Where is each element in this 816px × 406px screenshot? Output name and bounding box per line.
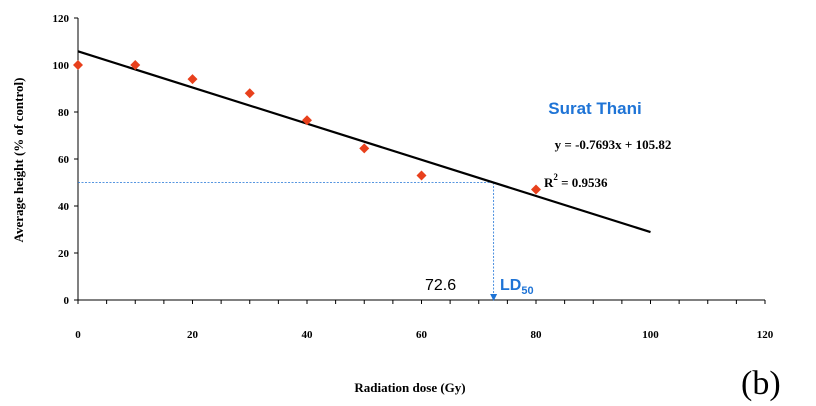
r-squared-superscript: 2 — [553, 172, 558, 182]
x-tick-label: 60 — [416, 329, 428, 341]
data-point — [531, 184, 541, 195]
ld50-arrowhead — [490, 294, 498, 301]
regression-line — [77, 50, 651, 234]
x-tick-label: 80 — [531, 329, 543, 341]
ld50-label-subscript: 50 — [521, 285, 533, 297]
y-tick-label: 100 — [53, 60, 70, 72]
x-tick-label: 40 — [302, 329, 314, 341]
data-point — [187, 74, 198, 85]
data-point — [359, 143, 370, 154]
ld50-guides — [78, 182, 498, 301]
y-axis-title: Average height (% of control) — [11, 78, 26, 243]
y-tick-label: 120 — [53, 13, 70, 25]
trendline-group — [77, 50, 651, 234]
x-tick-label: 120 — [757, 329, 774, 341]
data-point — [73, 60, 83, 70]
x-tick-label: 20 — [187, 329, 199, 341]
series-name: Surat Thani — [548, 99, 642, 118]
r-squared-value: = 0.9536 — [558, 175, 608, 190]
ld50-label: LD50 — [500, 277, 534, 297]
data-point — [244, 88, 255, 99]
data-point — [130, 60, 141, 70]
ticks-group: 0 20 40 60 80 100 120 0 20 40 60 80 100 120 — [53, 13, 774, 341]
data-points — [73, 60, 541, 195]
r-squared-label: R — [544, 175, 554, 190]
ld50-value: 72.6 — [425, 277, 456, 294]
y-tick-label: 20 — [58, 248, 70, 260]
data-point — [416, 170, 427, 181]
x-axis-title: Radiation dose (Gy) — [354, 380, 465, 395]
x-tick-label: 100 — [642, 329, 659, 341]
regression-equation: y = -0.7693x + 105.82 — [555, 137, 672, 152]
y-tick-label: 60 — [58, 154, 70, 166]
y-tick-label: 80 — [58, 107, 70, 119]
ld50-label-main: LD — [500, 277, 521, 294]
y-tick-label: 40 — [58, 201, 70, 213]
r-squared: R2 = 0.9536 — [544, 172, 608, 190]
data-point — [302, 115, 312, 126]
x-tick-label: 0 — [75, 329, 81, 341]
panel-label: (b) — [741, 365, 781, 402]
annotations: Radiation dose (Gy) Average height (% of… — [11, 78, 781, 402]
y-tick-label: 0 — [64, 295, 70, 307]
